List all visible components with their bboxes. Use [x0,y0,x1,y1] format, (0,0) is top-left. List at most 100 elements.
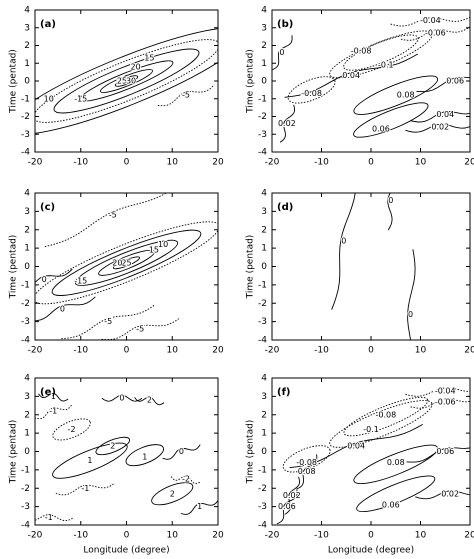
contour-label: -0.08 [296,458,317,467]
x-tick-label: 20 [464,346,474,356]
contour-line [35,296,96,322]
contour-line [387,193,393,231]
contour-label: 15 [144,53,154,62]
x-tick-label: 20 [212,531,224,541]
y-tick-label: 2 [261,41,267,51]
contour-label: -2 [182,475,190,484]
y-axis-label: Time (pentad) [9,49,19,114]
contour-line [282,445,331,473]
y-axis-label: Time (pentad) [246,49,256,114]
x-tick-label: 10 [167,531,179,541]
x-tick-label: -10 [73,346,88,356]
contour-line [410,111,470,123]
contour-label: 0 [42,275,47,284]
contour-label: 0.02 [283,491,301,500]
contour-line [353,444,439,485]
y-tick-label: 3 [24,23,30,33]
x-tick-label: 20 [212,346,224,356]
x-axis-label: Longitude (degree) [83,546,169,556]
x-tick-label: -20 [28,531,43,541]
x-tick-label: -10 [73,531,88,541]
y-tick-label: 4 [261,189,267,199]
x-tick-label: -20 [265,531,280,541]
x-tick-label: 10 [415,346,427,356]
y-tick-label: 4 [24,374,30,384]
contour-line [162,444,201,460]
contour-label: -0.06 [435,397,456,406]
contour-label: 0.06 [278,502,296,511]
contour-line [52,442,128,479]
y-tick-label: 1 [24,59,30,69]
panel-label: (d) [277,202,293,213]
y-tick-label: -3 [258,317,267,327]
y-axis-label: Time (pentad) [9,420,19,485]
contour-label: -0.04 [435,386,456,395]
y-tick-label: -1 [258,280,267,290]
x-tick-label: 0 [124,158,130,168]
contour-line [53,48,200,114]
x-tick-label: -20 [265,346,280,356]
contour-label: 20 [112,258,122,267]
y-tick-label: 0 [24,77,30,87]
panel-label: (e) [40,387,56,398]
contour-label: 0.04 [436,110,454,119]
y-tick-label: -2 [258,484,267,494]
contour-label: 10 [158,240,168,249]
y-tick-label: -2 [21,299,30,309]
contours [272,16,470,143]
y-tick-label: 2 [24,41,30,51]
x-tick-label: 0 [124,531,130,541]
y-tick-label: 4 [261,6,267,16]
x-tick-label: 20 [464,531,474,541]
contour-label: 2 [110,441,115,450]
contour-line [296,454,318,490]
contour-label: 0.06 [382,500,400,509]
y-tick-label: -3 [258,130,267,140]
contour-line [329,30,433,79]
y-tick-label: 3 [261,207,267,217]
y-tick-label: -4 [21,336,30,346]
contour-line [134,396,165,406]
x-axis-label: Longitude (degree) [328,546,414,556]
panel-label: (b) [277,19,293,30]
contour-label: 0.06 [372,124,390,133]
y-tick-label: -4 [258,521,267,531]
contour-label: -2 [68,425,76,434]
y-tick-label: -3 [21,130,30,140]
contour-label: 0.08 [397,91,415,100]
y-tick-label: 0 [261,77,267,87]
y-tick-label: 2 [261,225,267,235]
contour-line [416,76,470,93]
contour-line [289,424,423,469]
y-axis-label: Time (pentad) [246,420,256,485]
contour-label: 0.02 [431,123,449,132]
y-tick-label: 1 [24,429,30,439]
x-tick-label: 10 [415,531,427,541]
y-tick-label: -1 [258,94,267,104]
contour-line [272,35,293,71]
contour-label: -0.1 [363,425,379,434]
panel-label: (f) [277,387,291,398]
contour-label: -5 [104,317,112,326]
contour-line [353,75,439,115]
contour-label: 1 [142,453,147,462]
contour-line [287,76,336,104]
x-tick-label: -20 [265,158,280,168]
y-tick-label: 1 [261,59,267,69]
x-tick-label: 20 [464,158,474,168]
x-tick-label: -10 [314,158,329,168]
y-tick-label: 2 [24,225,30,235]
y-tick-label: -1 [21,94,30,104]
y-tick-label: 1 [24,244,30,254]
contour-label: 0.06 [436,447,454,456]
panel-label: (a) [40,19,56,30]
contour-label: -1 [45,513,53,522]
x-tick-label: 0 [124,346,130,356]
contour-label: 0.04 [347,441,365,450]
contour-line [400,26,470,41]
contour-label: 1 [87,456,92,465]
y-tick-label: 3 [24,207,30,217]
